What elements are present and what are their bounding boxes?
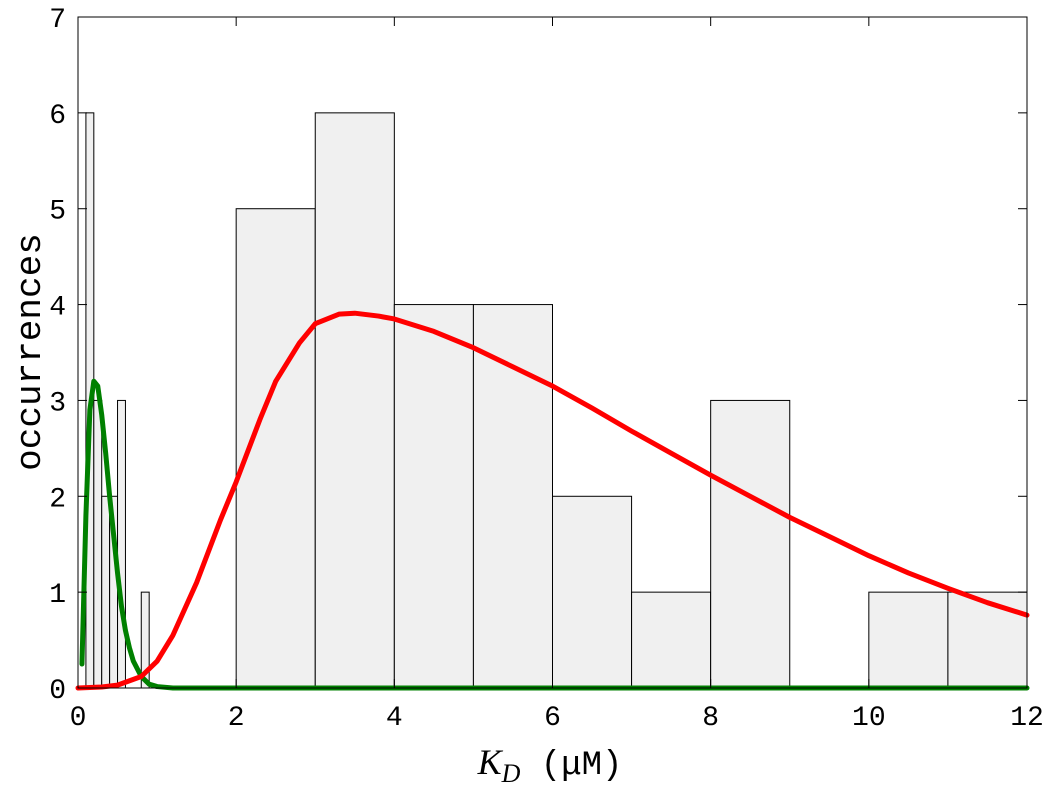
x-tick-label: 4 — [386, 703, 403, 734]
x-tick-label: 12 — [1010, 703, 1044, 734]
x-tick-label: 6 — [544, 703, 561, 734]
wide-hist-bar-5 — [631, 591, 712, 689]
wide-hist-bar-1 — [314, 112, 395, 689]
x-axis-unit: (μM) — [520, 747, 622, 785]
x-axis-symbol: K — [477, 742, 504, 782]
bars-layer — [85, 112, 1028, 689]
x-axis-subscript: D — [501, 759, 521, 788]
ticks-layer — [77, 16, 1028, 689]
narrow-hist-bar-4 — [117, 399, 126, 689]
y-tick-label: 0 — [49, 676, 66, 707]
y-tick-label: 2 — [49, 484, 66, 515]
wide-hist-bar-8 — [947, 591, 1028, 689]
x-tick-label: 10 — [852, 703, 886, 734]
y-tick-label: 4 — [49, 293, 66, 324]
x-tick-label: 2 — [228, 703, 245, 734]
wide-hist-bar-3 — [472, 304, 553, 689]
x-tick-label: 0 — [70, 703, 87, 734]
y-tick-label: 3 — [49, 388, 66, 419]
narrow-hist-bar-2 — [101, 495, 111, 689]
y-tick-label: 7 — [49, 5, 66, 36]
wide-hist-bar-2 — [393, 304, 474, 689]
x-tick-label: 8 — [702, 703, 719, 734]
y-tick-label: 1 — [49, 580, 66, 611]
wide-hist-bar-4 — [552, 495, 633, 689]
y-tick-label: 6 — [49, 101, 66, 132]
y-axis-title: occurrences — [10, 233, 51, 471]
fit-curve-1 — [75, 310, 1030, 691]
wide-hist-bar-6 — [710, 399, 791, 689]
wide-hist-bar-7 — [868, 591, 949, 689]
narrow-hist-bar-1 — [93, 399, 103, 689]
y-tick-label: 5 — [49, 197, 66, 228]
x-axis-title: KD (μM) — [477, 742, 623, 788]
